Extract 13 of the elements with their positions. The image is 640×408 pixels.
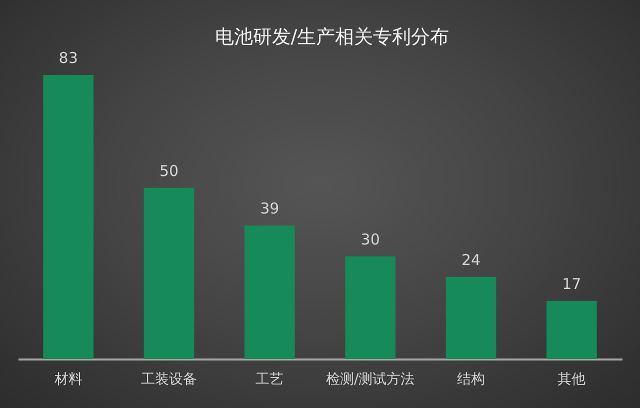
x-tick-label: 结构 [457, 372, 485, 388]
chart-title: 电池研发/生产相关专利分布 [214, 26, 450, 48]
x-tick-label: 其他 [558, 372, 586, 388]
x-tick-label: 工艺 [256, 372, 284, 388]
data-label: 24 [461, 250, 481, 269]
x-tick-label: 工装设备 [141, 372, 197, 388]
data-label: 30 [360, 230, 380, 248]
data-label: 39 [260, 200, 280, 218]
data-label: 50 [159, 162, 179, 180]
data-label: 83 [58, 49, 78, 67]
x-tick-label: 检测/测试方法 [326, 372, 415, 388]
data-label: 17 [562, 274, 582, 293]
x-tick-label: 材料 [53, 372, 82, 388]
